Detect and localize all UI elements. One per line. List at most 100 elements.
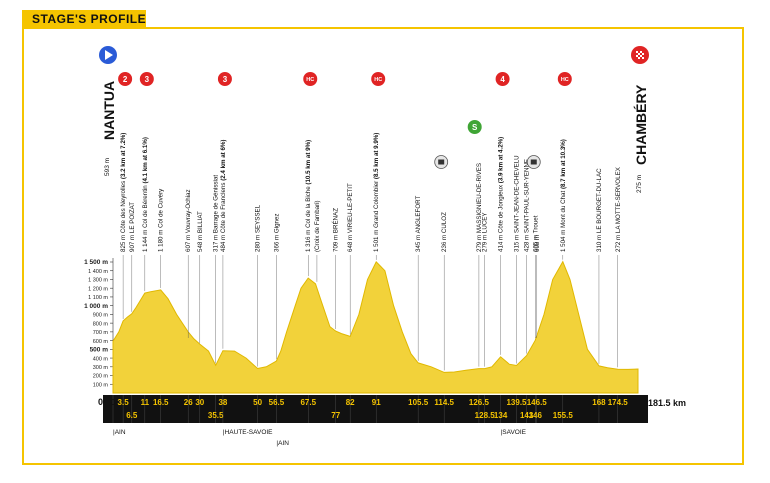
sprint-icon xyxy=(466,119,483,135)
feed-zone-bag-icon xyxy=(438,159,445,165)
y-tick-label: 900 m xyxy=(93,313,109,319)
km-marker-label: 91 xyxy=(372,398,381,407)
place-label-part: 825 m Côte des Neyrolles xyxy=(120,179,127,252)
km-marker-label: 56.5 xyxy=(269,398,285,407)
total-distance: 181.5 km xyxy=(648,398,686,408)
place-label-part: (2.4 km at 6%) xyxy=(220,140,227,181)
place-label-part: 310 m LE BOURGET-DU-LAC xyxy=(596,168,603,252)
place-label-part: 1 144 m Col de Bérentin xyxy=(142,184,149,252)
climb-markers: 2 3 3 HC HC 4 HC S xyxy=(117,71,573,169)
km-marker-label: 105.5 xyxy=(408,398,429,407)
start-arrow-icon xyxy=(105,50,113,60)
place-label: 279 m LUCEY xyxy=(482,212,489,252)
finish-flag-square xyxy=(636,55,638,57)
place-label: 315 m SAINT-JEAN-DE-CHEVELU xyxy=(514,155,521,252)
km-marker-label: 38 xyxy=(218,398,227,407)
place-label: 605 m Trouet xyxy=(532,215,539,252)
place-label: 310 m LE BOURGET-DU-LAC xyxy=(596,168,603,252)
place-label-part: (4.1 km at 6.1%) xyxy=(142,137,149,183)
place-label-part: 605 m Trouet xyxy=(532,215,539,252)
place-label: 484 m Côte de Franclens (2.4 km at 6%) xyxy=(220,140,227,252)
km-marker-label: 50 xyxy=(253,398,262,407)
km-marker-label: 77 xyxy=(331,411,340,420)
feed-zone-bag-icon xyxy=(530,159,537,165)
km-marker-label: 0 xyxy=(111,398,116,407)
place-label: 236 m CULOZ xyxy=(441,212,448,252)
climb-category-label: 3 xyxy=(223,75,228,84)
climb-category-label: HC xyxy=(561,77,569,83)
climb-category-icon xyxy=(117,71,134,87)
place-label-part: 1 504 m Mont du Chat xyxy=(560,189,567,252)
place-label: 907 m LE POIZAT xyxy=(129,202,136,252)
place-label: 428 m SAINT-PAUL-SUR-YENNE xyxy=(524,159,531,252)
place-label-part: 907 m LE POIZAT xyxy=(129,202,136,252)
place-label-part: 484 m Côte de Franclens xyxy=(220,181,227,252)
place-label-part: 548 m BILLIAT xyxy=(197,211,204,252)
finish-name: CHAMBÉRY xyxy=(633,84,649,165)
finish-marker xyxy=(631,46,649,64)
department-label: |AIN xyxy=(113,429,126,436)
km-marker-label: 16.5 xyxy=(153,398,169,407)
finish-altitude: 275 m xyxy=(636,175,643,193)
place-label-part: (10.5 km at 9%) xyxy=(305,140,312,185)
place-label: 548 m BILLIAT xyxy=(197,211,204,252)
place-label-part: 317 m Barrage de Génissiat xyxy=(213,175,220,252)
km-bar-background xyxy=(103,395,648,423)
y-tick-label: 400 m xyxy=(93,356,109,362)
place-label-part: 280 m SEYSSEL xyxy=(255,204,262,252)
place-label: 648 m VIRIEU-LE-PETIT xyxy=(347,183,354,252)
climb-category-label: HC xyxy=(374,77,382,83)
km-marker-label: 35.5 xyxy=(208,411,224,420)
place-label-part: 236 m CULOZ xyxy=(441,212,448,252)
place-label: 366 m Gignez xyxy=(273,213,280,252)
km-zero-label: 0 xyxy=(98,397,103,407)
climb-category-label: HC xyxy=(306,77,314,83)
y-tick-label: 1 400 m xyxy=(88,269,108,275)
place-label-part: 279 m MASSIGNIEU-DE-RIVES xyxy=(476,163,483,252)
y-tick-label: 1 200 m xyxy=(88,286,108,292)
km-marker-label: 146.5 xyxy=(527,398,548,407)
stage-profile-title: STAGE'S PROFILE xyxy=(32,12,147,26)
place-label-part: 272 m LA MOTTE-SERVOLEX xyxy=(615,167,622,252)
y-tick-label: 700 m xyxy=(93,330,109,336)
y-tick-label: 500 m xyxy=(90,347,109,354)
climb-category-icon xyxy=(138,71,155,87)
place-label: 272 m LA MOTTE-SERVOLEX xyxy=(615,167,622,252)
start-finish: NANTUA 593 m CHAMBÉRY 275 m xyxy=(99,46,649,193)
climb-category-label: 4 xyxy=(500,75,505,84)
place-label-part: (Croix de Fambari) xyxy=(314,200,321,252)
place-label-part: (3.2 km at 7.2%) xyxy=(120,133,127,179)
department-label: |HAUTE-SAVOIE xyxy=(223,429,273,436)
km-marker-label: 82 xyxy=(346,398,355,407)
climb-category-icon xyxy=(370,71,387,87)
climb-category-icon xyxy=(302,71,319,87)
finish-flag-square xyxy=(638,53,640,55)
climb-category-icon xyxy=(216,71,233,87)
finish-flag-square xyxy=(640,55,642,57)
sprint-label: S xyxy=(472,123,478,132)
finish-flag-square xyxy=(642,53,644,55)
elevation-area xyxy=(112,260,639,394)
place-label: 1 501 m Grand Colombier (8.5 km at 9.9%) xyxy=(373,133,380,252)
km-marker-label: 139.5 xyxy=(506,398,527,407)
place-label-part: 607 m Vouvray-Ochiaz xyxy=(185,189,192,252)
start-marker xyxy=(99,46,117,64)
y-tick-label: 200 m xyxy=(93,374,109,380)
km-marker-label: 26 xyxy=(184,398,193,407)
km-marker-label: 11 xyxy=(141,398,150,407)
place-label-part: 315 m SAINT-JEAN-DE-CHEVELU xyxy=(514,155,521,252)
place-label: 1 316 m Col de la Biche (10.5 km at 9%) xyxy=(305,140,312,252)
y-tick-label: 1 300 m xyxy=(88,278,108,284)
y-tick-label: 300 m xyxy=(93,365,109,371)
place-label-part: 279 m LUCEY xyxy=(482,212,489,252)
finish-flag-square xyxy=(638,57,640,59)
elevation-profile xyxy=(112,260,639,394)
place-label-part: (8.7 km at 10.3%) xyxy=(560,139,567,189)
place-label: 280 m SEYSSEL xyxy=(255,204,262,252)
km-marker-label: 146 xyxy=(529,411,543,420)
stage-profile-frame xyxy=(22,27,744,465)
km-marker-label: 126.5 xyxy=(469,398,490,407)
place-label: 414 m Côte de Jongieux (3.9 km at 4.2%) xyxy=(498,137,505,252)
km-marker-label: 155.5 xyxy=(553,411,574,420)
